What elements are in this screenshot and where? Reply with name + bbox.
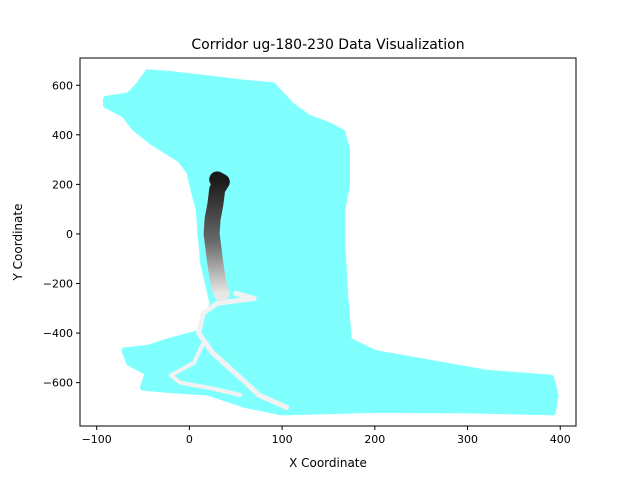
x-axis-label: X Coordinate — [289, 456, 367, 470]
y-tick-label: 600 — [52, 79, 73, 92]
x-tick-label: 200 — [364, 433, 385, 446]
x-axis-ticks: −100 0 100 200 300 400 — [82, 426, 571, 446]
x-tick-label: 300 — [457, 433, 478, 446]
dark-path-series — [203, 171, 230, 302]
x-tick-label: 0 — [186, 433, 193, 446]
chart-title: Corridor ug-180-230 Data Visualization — [191, 37, 464, 53]
plot-area — [103, 69, 559, 416]
light-path-series — [196, 290, 290, 410]
y-tick-label: 0 — [66, 228, 73, 241]
x-tick-label: −100 — [82, 433, 112, 446]
x-tick-label: 100 — [272, 433, 293, 446]
y-axis-label: Y Coordinate — [11, 204, 25, 282]
y-axis-ticks: −600 −400 −200 0 200 400 600 — [43, 79, 80, 390]
y-tick-label: −600 — [43, 377, 73, 390]
x-tick-label: 400 — [550, 433, 571, 446]
corridor-region — [103, 69, 559, 416]
y-tick-label: −200 — [43, 278, 73, 291]
light-path-branch — [168, 341, 243, 397]
y-tick-label: −400 — [43, 327, 73, 340]
y-tick-label: 200 — [52, 178, 73, 191]
y-tick-label: 400 — [52, 129, 73, 142]
plot-frame — [79, 57, 577, 427]
